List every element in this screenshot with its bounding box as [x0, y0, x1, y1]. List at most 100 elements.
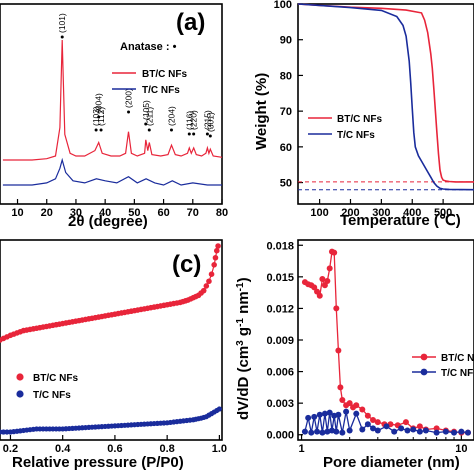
x-tick-label: 500: [434, 207, 452, 219]
legend-label-t-c: T/C NFs: [441, 368, 474, 379]
legend-label-t-c: T/C NFs: [142, 85, 180, 96]
peak-marker: [169, 128, 173, 132]
y-tick-label: 80: [280, 70, 292, 82]
y-tick-label: 60: [280, 142, 292, 154]
y-tick-label: 0.012: [266, 303, 294, 315]
peak-label: (004): [94, 93, 104, 113]
legend-marker-t-c: [16, 390, 24, 398]
peak-label: (112): [96, 107, 106, 126]
panel-b-frame: [297, 3, 474, 205]
data-point-t-c: [422, 427, 429, 434]
y-tick-label: 0.006: [266, 367, 294, 379]
peak-marker: [208, 134, 212, 138]
data-point-bt-c: [200, 287, 207, 294]
data-point-t-c: [305, 414, 312, 421]
panel-d-y-axis-label-text: dV/dD (cm3 g-1 nm-1): [235, 277, 252, 420]
data-point-bt-c: [335, 347, 342, 354]
x-tick-label: 30: [70, 207, 82, 219]
series-line-bt-c: [2, 39, 223, 161]
y-tick-label: 0.015: [266, 272, 294, 284]
panel-a-annotation: Anatase : •: [120, 41, 177, 53]
panel-c-isotherm: (c) 0.2 0.4 0.6 0.8 1.0 BT/C NFs T/C NFs Rel…: [0, 239, 227, 471]
data-point-t-c: [359, 426, 366, 433]
series-line-bt-c: [304, 250, 468, 434]
panel-d-x-axis-label: Pore diameter (nm): [323, 454, 460, 471]
data-point-bt-c: [333, 305, 340, 312]
legend-label-bt-c: BT/C NFs: [337, 114, 382, 125]
panel-c-x-axis-label: Relative pressure (P/P0): [12, 454, 184, 471]
data-point-bt-c: [339, 397, 346, 403]
panel-d-pore-distribution: 1 10 0.000 0.003 0.006 0.009 0.012 0.015 0.018 B…: [235, 239, 474, 471]
peak-label: (204): [166, 106, 176, 126]
data-point-t-c: [374, 427, 381, 434]
series-line-t-c: [304, 411, 469, 434]
peak-label: (200): [124, 88, 134, 108]
data-point-t-c: [339, 429, 346, 436]
legend-marker-t-c: [420, 368, 428, 376]
x-tick-label: 10: [455, 443, 467, 455]
data-point-bt-c: [212, 254, 219, 261]
panel-a-peak-labels: (101) (103)(004)(112) (200) (105)(211) (204)…: [57, 13, 215, 138]
data-point-bt-c: [402, 419, 409, 426]
series-line-bt-c: [297, 3, 474, 183]
data-point-bt-c: [364, 412, 371, 419]
panel-c-x-ticks: 0.2 0.4 0.6 0.8 1.0: [3, 435, 227, 455]
data-point-bt-c: [211, 262, 217, 268]
data-point-t-c: [319, 429, 326, 436]
data-point-bt-c: [359, 406, 366, 413]
data-point-bt-c: [326, 265, 333, 272]
series-line-t-c: [297, 3, 474, 191]
x-tick-label: 80: [216, 207, 228, 219]
panel-a-x-ticks: 10 20 30 40 50 60 70 80: [11, 199, 228, 219]
peak-label: (105): [141, 100, 151, 120]
panel-c-frame: [0, 239, 223, 441]
x-tick-label: 1.0: [212, 443, 227, 455]
data-point-t-c: [335, 411, 342, 418]
peak-marker: [99, 128, 103, 132]
legend-marker-bt-c: [16, 373, 24, 381]
data-point-t-c: [324, 428, 331, 435]
x-tick-label: 1: [298, 443, 304, 455]
peak-label: (215): [202, 110, 212, 130]
x-tick-label: 100: [310, 207, 328, 219]
peak-marker: [187, 132, 191, 136]
legend-label-bt-c: BT/C NFs: [441, 353, 474, 364]
x-tick-label: 60: [157, 207, 169, 219]
y-tick-label: 70: [280, 106, 292, 118]
y-tick-label: 0.009: [266, 335, 294, 347]
peak-marker: [60, 35, 64, 39]
y-tick-label: 50: [280, 178, 292, 190]
data-point-t-c: [346, 427, 353, 434]
data-point-t-c: [314, 428, 321, 435]
data-point-t-c: [391, 428, 398, 435]
data-point-bt-c: [319, 275, 326, 282]
data-point-t-c: [451, 429, 458, 436]
data-point-t-c: [301, 428, 308, 435]
data-point-t-c: [321, 410, 328, 417]
data-point-t-c: [442, 428, 449, 435]
legend-label-bt-c: BT/C NFs: [142, 69, 187, 80]
peak-marker: [192, 132, 196, 136]
data-point-t-c: [370, 425, 377, 432]
panel-b-ticks: 100 200 300 400 500 50 60 70 80 90 100: [274, 0, 453, 219]
peak-marker: [144, 122, 148, 126]
x-tick-label: 300: [372, 207, 390, 219]
peak-label: (220): [189, 110, 199, 130]
y-tick-label: 90: [280, 35, 292, 47]
data-point-t-c: [311, 413, 318, 420]
panel-c-series: [0, 243, 222, 435]
data-point-bt-c: [311, 284, 318, 291]
panel-a-xrd: (a) Anatase : • (101) (103)(004)(112) (200…: [0, 3, 228, 230]
panel-b-legend: BT/C NFs T/C NFs: [308, 114, 382, 141]
data-point-t-c: [316, 411, 323, 418]
x-tick-label: 50: [128, 207, 140, 219]
x-tick-label: 10: [11, 207, 23, 219]
panel-d-legend: BT/C NFs T/C NFs: [412, 353, 474, 379]
data-point-bt-c: [374, 419, 381, 426]
y-tick-label: 0.018: [266, 240, 294, 252]
panel-b-y-axis-label: Weight (%): [253, 73, 270, 150]
peak-marker: [94, 128, 98, 132]
panel-d-frame: [297, 239, 474, 441]
peak-marker: [147, 128, 151, 132]
